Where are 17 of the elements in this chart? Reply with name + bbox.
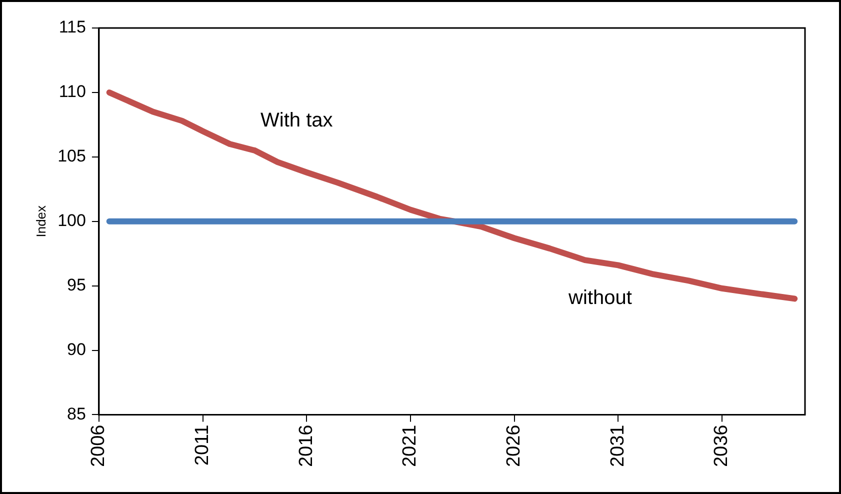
x-tick-label: 2006 [88,424,110,468]
y-tick-label: 95 [67,276,86,295]
y-tick-label: 100 [58,211,86,230]
x-tick-label: 2011 [192,424,214,466]
annotation: With tax [260,109,333,132]
y-tick-label: 105 [58,146,86,166]
x-tick-label: 2026 [504,424,525,468]
x-tick-label: 2016 [296,424,317,468]
x-tick-label: 2036 [711,424,732,468]
y-tick-label: 110 [58,82,86,102]
x-tick-label: 2021 [400,424,421,468]
annotation: without [568,287,632,310]
y-axis-title: Index [33,204,48,238]
y-tick-label: 115 [58,18,86,37]
x-tick-label: 2031 [607,424,628,468]
y-tick-label: 85 [67,404,86,424]
y-tick-label: 90 [67,340,86,359]
